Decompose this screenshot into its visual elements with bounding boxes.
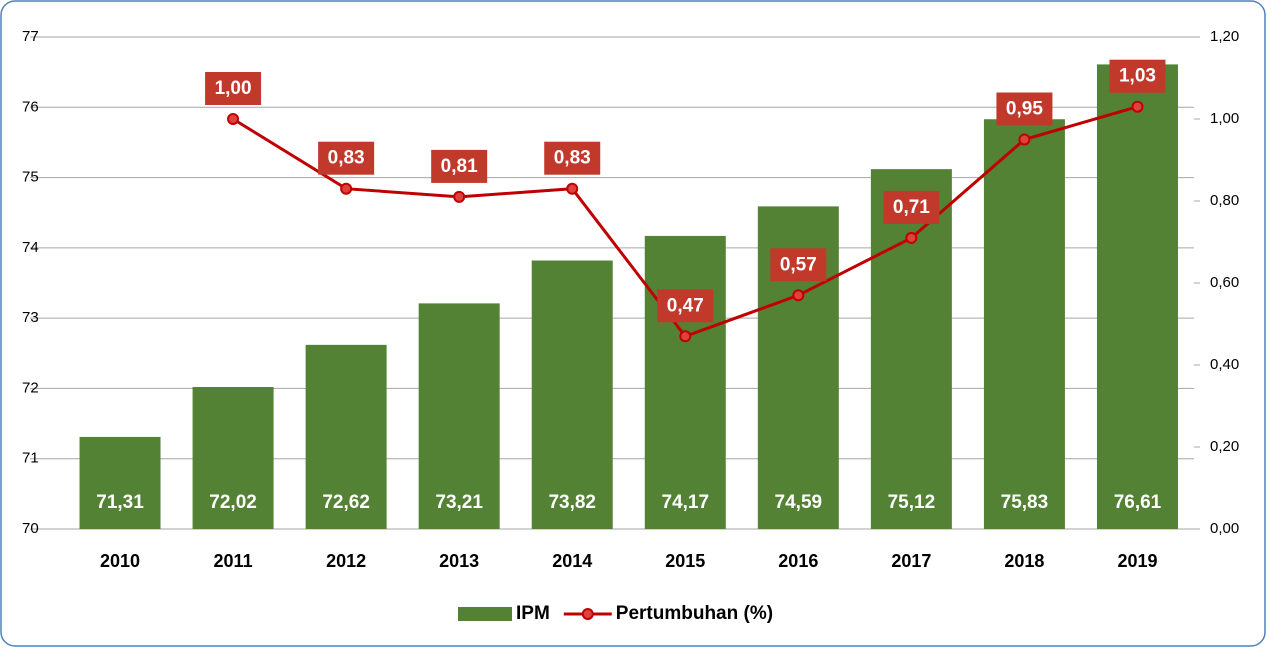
line-marker [566,182,579,195]
line-value-label: 1,00 [215,78,252,99]
y-tick-label: 74 [22,239,39,256]
bar-value-label: 72,02 [209,492,257,513]
data-label-box [770,248,827,282]
data-label-box [883,190,940,224]
y2-tick-label: 0,80 [1210,192,1239,209]
bar-value-label: 74,17 [662,492,710,513]
bar-value-label: 76,61 [1114,492,1162,513]
bar [983,119,1065,529]
line-marker [905,231,918,244]
x-tick-label: 2013 [439,551,479,571]
data-label-box [431,149,488,183]
legend-label: IPM [516,603,550,624]
line-marker [453,190,466,203]
line-value-label: 1,03 [1119,66,1156,87]
y-tick-label: 72 [22,379,39,396]
y-tick-label: 70 [22,520,39,537]
bar-value-label: 73,21 [435,492,483,513]
bar-value-label: 72,62 [322,492,370,513]
bar [870,169,952,529]
line-value-label: 0,47 [667,295,704,316]
data-label-box [318,141,375,175]
y-tick-label: 77 [22,28,39,45]
bar-value-label: 75,83 [1001,492,1049,513]
bar [531,260,613,529]
bar-value-label: 74,59 [775,492,823,513]
line-marker [1018,133,1031,146]
y2-tick-label: 1,20 [1210,28,1239,45]
x-tick-label: 2012 [326,551,366,571]
line-value-label: 0,81 [441,156,478,177]
bar-value-label: 71,31 [96,492,144,513]
y2-tick-label: 1,00 [1210,110,1239,127]
bar [192,387,274,529]
bar [644,235,726,529]
data-label-box [205,72,262,105]
legend-swatch [458,607,512,621]
line-marker [679,330,692,343]
legend-marker [581,608,594,620]
x-tick-label: 2019 [1117,551,1157,571]
data-label-box [657,289,714,323]
line-value-label: 0,57 [780,254,817,275]
y2-tick-label: 0,60 [1210,274,1239,291]
bar-value-label: 73,82 [548,492,596,513]
y-tick-label: 73 [22,309,39,326]
line-value-label: 0,95 [1006,99,1043,120]
x-tick-label: 2015 [665,551,705,571]
line-marker [1131,100,1144,113]
line-value-label: 0,83 [328,148,365,169]
line-marker [227,113,240,125]
line-value-label: 0,71 [893,197,930,218]
data-label-box [544,141,601,175]
data-label-box [996,92,1053,126]
line-marker [792,289,805,302]
bar [418,303,500,529]
line-marker [340,182,353,195]
x-tick-label: 2014 [552,551,592,571]
x-tick-label: 2011 [214,551,253,571]
legend-label: Pertumbuhan (%) [616,603,773,624]
y2-tick-label: 0,20 [1210,438,1239,455]
bar [1096,64,1178,529]
y-tick-label: 76 [22,98,39,115]
bar-value-label: 75,12 [888,492,936,513]
y2-tick-label: 0,40 [1210,356,1239,373]
line-value-label: 0,83 [554,148,591,169]
y2-tick-label: 0,00 [1210,520,1239,537]
bar [305,344,387,529]
x-tick-label: 2017 [891,551,931,571]
data-label-box [1109,59,1166,93]
x-tick-label: 2016 [778,551,818,571]
y-tick-label: 71 [22,450,39,467]
bar [79,436,161,529]
x-tick-label: 2018 [1004,551,1044,571]
x-tick-label: 2010 [100,551,140,571]
y-tick-label: 75 [22,169,39,186]
